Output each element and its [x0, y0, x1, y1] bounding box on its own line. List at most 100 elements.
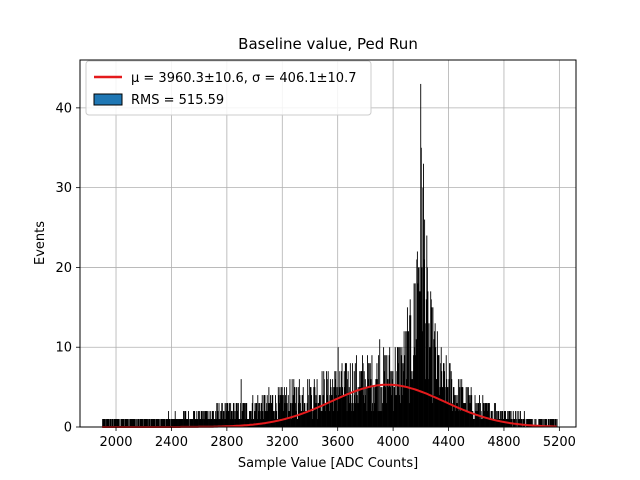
histogram-bar [399, 395, 401, 427]
histogram-bar [521, 419, 523, 427]
histogram-bar [365, 395, 367, 427]
histogram-bar [261, 395, 263, 427]
histogram-bar [405, 331, 407, 427]
histogram-bar [203, 419, 204, 427]
histogram-bar [500, 411, 501, 427]
histogram-bar [114, 419, 116, 427]
histogram-bar [310, 387, 312, 427]
histogram-bar [142, 419, 144, 427]
histogram-bar [384, 387, 386, 427]
x-tick-label: 4400 [432, 435, 465, 450]
histogram-bar [302, 395, 304, 427]
histogram-bar [421, 267, 423, 427]
histogram-bar [169, 419, 171, 427]
histogram-bar [359, 387, 361, 427]
histogram-bar [144, 419, 146, 427]
histogram-bar [516, 411, 518, 427]
histogram-bar [316, 379, 318, 427]
histogram-bar [398, 347, 400, 427]
histogram-bar [361, 371, 363, 427]
histogram-bar [353, 411, 355, 427]
histogram-bar [369, 363, 371, 427]
histogram-bar [466, 387, 468, 427]
histogram-bar [259, 411, 261, 427]
histogram-bar [465, 387, 467, 427]
histogram-bar [413, 283, 415, 427]
histogram-bar [311, 419, 313, 427]
legend-rms-label: RMS = 515.59 [131, 93, 224, 108]
histogram-bar [551, 419, 553, 427]
histogram-bar [266, 403, 268, 427]
histogram-bar [154, 419, 156, 427]
histogram-bar [112, 419, 114, 427]
histogram-bar [359, 371, 361, 427]
histogram-bar [292, 403, 294, 427]
histogram-bar [334, 379, 336, 427]
histogram-bar [550, 419, 552, 427]
histogram-bar [362, 363, 364, 427]
histogram-bar [412, 371, 414, 427]
histogram-bar [301, 411, 303, 427]
histogram-bar [199, 419, 201, 427]
histogram-bar [438, 355, 440, 427]
histogram-bar [323, 379, 325, 427]
histogram-bar [223, 411, 225, 427]
histogram-bar [225, 403, 227, 427]
histogram-bar [354, 395, 356, 427]
histogram-bar [232, 419, 234, 427]
histogram-bar [372, 403, 373, 427]
histogram-bar [378, 355, 380, 427]
histogram-bar [245, 403, 247, 427]
histogram-bar [416, 259, 418, 427]
histogram-bar [543, 419, 545, 427]
histogram-bar [219, 419, 221, 427]
plot-frame [79, 59, 577, 428]
histogram-bar [375, 379, 377, 427]
histogram-bar [390, 395, 392, 427]
histogram-bar [544, 419, 546, 427]
histogram-bar [450, 403, 452, 427]
histogram-bar [493, 419, 495, 427]
histogram-bar [137, 419, 139, 427]
histogram-bar [452, 403, 454, 427]
histogram-bar [209, 419, 211, 427]
histogram-bar [108, 419, 110, 427]
histogram-bar [118, 419, 120, 427]
histogram-bar [259, 403, 260, 427]
histogram-bar [278, 403, 280, 427]
histogram-bar [145, 419, 147, 427]
histogram-bar [338, 387, 340, 427]
histogram-bar [124, 419, 126, 427]
histogram-bar [549, 419, 551, 427]
histogram-bar [217, 419, 219, 427]
histogram-bar [102, 419, 104, 427]
histogram-bar [298, 379, 300, 427]
histogram-bar [507, 411, 509, 427]
histogram-bar [226, 411, 228, 427]
histogram-bar [450, 371, 452, 427]
histogram-bar [357, 403, 358, 427]
histogram-bar [332, 387, 334, 427]
histogram-bar [225, 419, 227, 427]
histogram-bar [479, 395, 480, 427]
histogram-bar [480, 403, 482, 427]
histogram-bar [496, 411, 498, 427]
y-axis-label: Events [33, 221, 48, 265]
histogram-bar [183, 411, 185, 427]
histogram-bar [155, 419, 157, 427]
histogram-bar [237, 403, 239, 427]
histogram-bar [212, 411, 214, 427]
histogram-bar [115, 419, 117, 427]
histogram-bar [162, 419, 163, 427]
histogram-bar [470, 403, 472, 427]
histogram-bar [444, 387, 446, 427]
histogram-bar [250, 419, 252, 427]
histogram-bar [200, 411, 202, 427]
histogram-bar [367, 355, 368, 427]
histogram-bar [467, 411, 469, 427]
histogram-bar [136, 419, 138, 427]
histogram-bar [479, 419, 481, 427]
histogram-bar [530, 419, 532, 427]
histogram-bar [394, 347, 396, 427]
chart-title: Baseline value, Ped Run [238, 35, 418, 53]
